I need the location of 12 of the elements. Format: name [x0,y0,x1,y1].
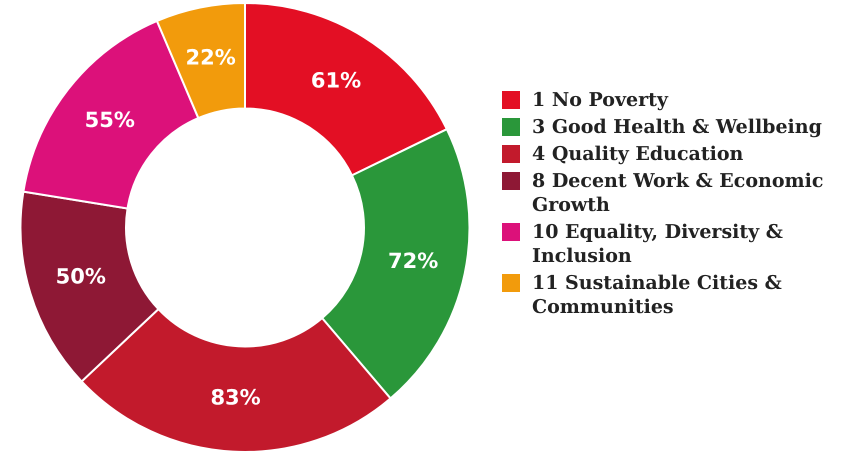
data-label: 50% [56,264,106,288]
legend-label: 1 No Poverty [532,88,668,112]
legend-label: 11 Sustainable Cities & Communities [532,271,783,319]
legend-label: 3 Good Health & Wellbeing [532,115,822,139]
data-label: 22% [185,46,236,70]
data-label: 61% [310,68,362,92]
data-label: 72% [388,249,438,274]
legend-label: 4 Quality Education [532,142,744,166]
data-label: 83% [210,385,261,410]
legend-label: 10 Equality, Diversity & Inclusion [532,220,784,268]
data-label: 55% [84,108,135,132]
legend-label: 8 Decent Work & Economic Growth [532,169,824,217]
